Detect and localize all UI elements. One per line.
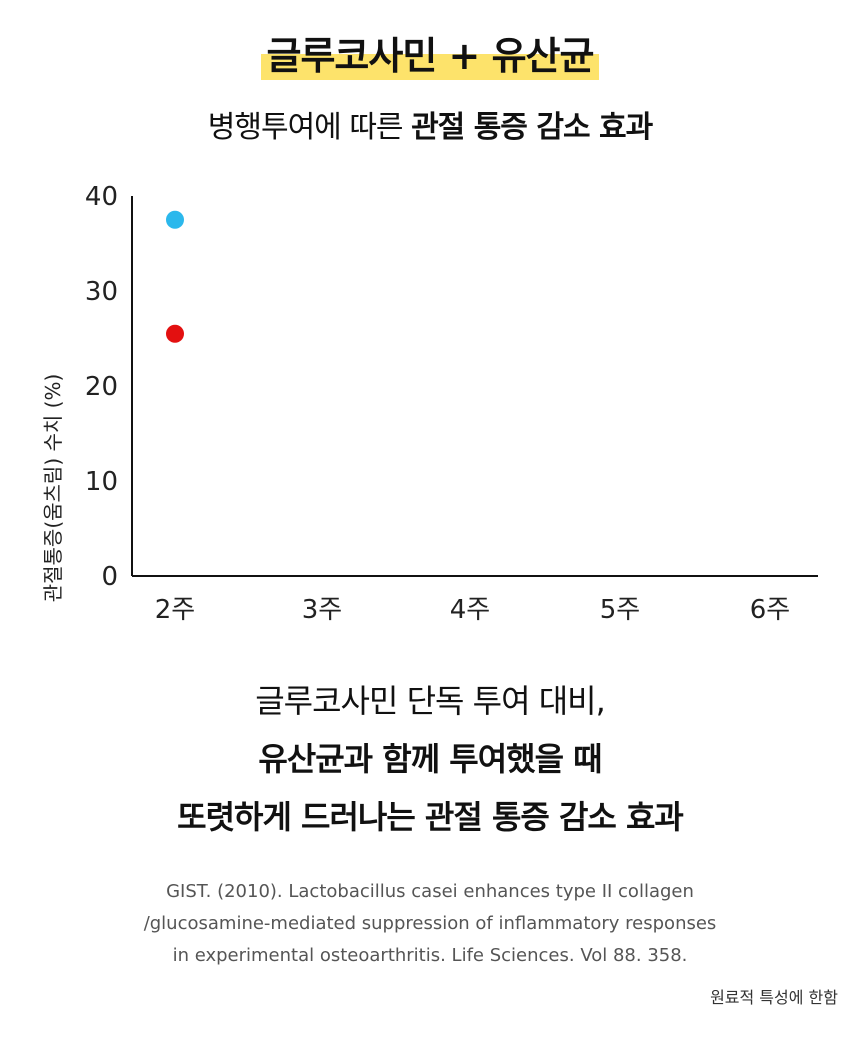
x-tick-label: 2주 <box>155 595 195 625</box>
reference-line-2: /glucosamine-mediated suppression of inf… <box>143 913 717 934</box>
y-tick-label: 0 <box>101 562 118 592</box>
subtitle-plain: 병행투여에 따른 <box>207 110 412 145</box>
reference-line-3: in experimental osteoarthritis. Life Sci… <box>172 945 688 966</box>
conclusion-line-2: 유산균과 함께 투여했을 때 <box>258 740 602 778</box>
y-tick-label: 40 <box>85 182 118 212</box>
conclusion-line-3: 또렷하게 드러나는 관절 통증 감소 효과 <box>177 798 684 836</box>
page-title-text: 글루코사민 + 유산균 <box>266 34 595 78</box>
page-subtitle: 병행투여에 따른 관절 통증 감소 효과 <box>0 102 860 146</box>
y-tick-label: 10 <box>85 467 118 497</box>
x-tick-label: 5주 <box>600 595 640 625</box>
title-highlight <box>260 54 600 80</box>
scatter-chart: 관절통증(움츠림) 수치 (%) 0 10 20 30 40 2주 3주 4주 5주 6주 <box>41 182 818 625</box>
y-tick-label: 20 <box>85 372 118 402</box>
data-point <box>166 210 184 229</box>
subtitle-bold: 관절 통증 감소 효과 <box>411 110 653 145</box>
y-tick-label: 30 <box>85 277 118 307</box>
x-tick-label: 3주 <box>302 595 342 625</box>
page-title: 글루코사민 + 유산균 <box>260 28 600 84</box>
data-point <box>166 324 184 343</box>
y-axis-label: 관절통증(움츠림) 수치 (%) <box>41 374 65 603</box>
x-tick-label: 6주 <box>750 595 790 625</box>
ingredient-note: 원료적 특성에 한함 <box>710 988 838 1007</box>
reference-line-1: GIST. (2010). Lactobacillus casei enhanc… <box>166 881 694 902</box>
x-tick-label: 4주 <box>450 595 490 625</box>
conclusion-line-1: 글루코사민 단독 투여 대비, <box>255 682 606 720</box>
